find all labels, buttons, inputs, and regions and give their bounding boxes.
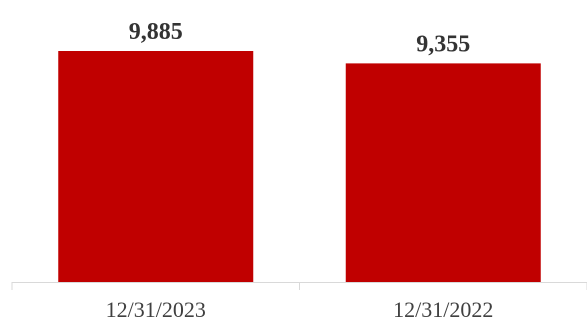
bar-2 — [345, 63, 541, 282]
bars-group — [58, 51, 541, 282]
bar-1 — [58, 51, 254, 282]
x-tick-labels-group: 12/31/2023 12/31/2022 — [106, 297, 494, 322]
data-label-1: 9,885 — [129, 19, 183, 45]
x-axis — [11, 282, 587, 290]
data-label-2: 9,355 — [416, 31, 470, 57]
value-labels-group: 9,885 9,355 — [129, 19, 471, 57]
x-tick-label-2: 12/31/2022 — [393, 297, 493, 322]
x-tick-label-1: 12/31/2023 — [106, 297, 206, 322]
